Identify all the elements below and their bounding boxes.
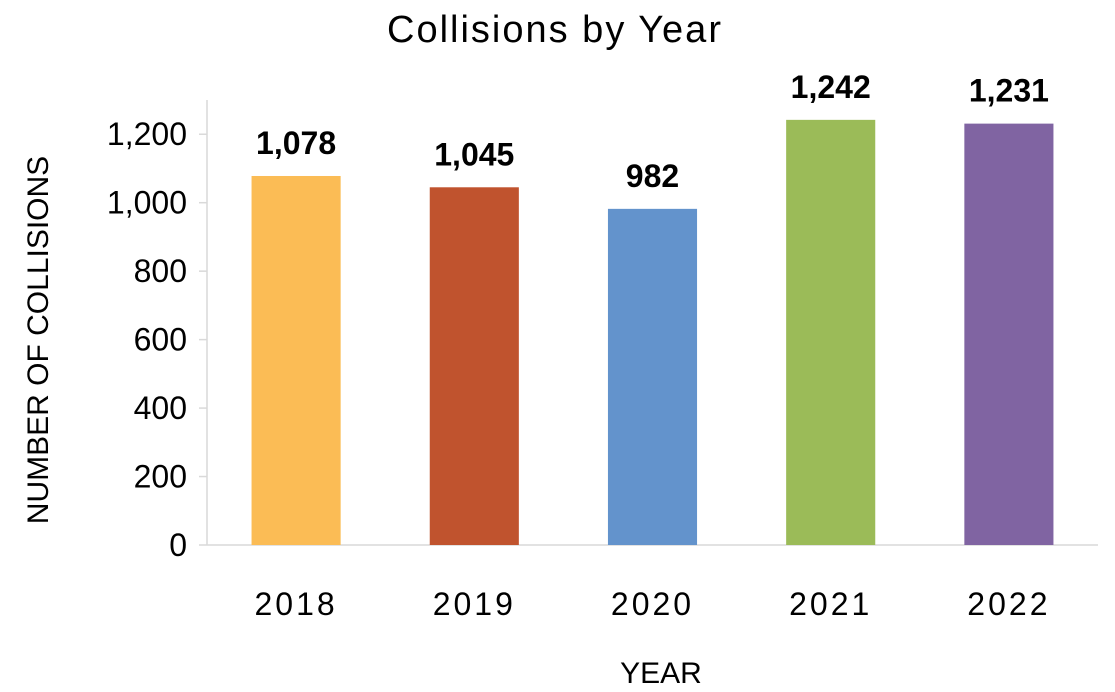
- x-tick-label-2018: 2018: [255, 586, 338, 622]
- data-label-2020: 982: [626, 158, 679, 194]
- bar-2019: [429, 187, 519, 546]
- y-tick-label: 1,200: [107, 116, 187, 152]
- data-label-2022: 1,231: [969, 73, 1049, 109]
- bar-2020: [607, 208, 698, 545]
- y-tick-label: 200: [134, 459, 187, 495]
- y-tick-label: 1,000: [107, 185, 187, 221]
- y-tick-label: 400: [134, 390, 187, 426]
- x-tick-label-2022: 2022: [967, 586, 1050, 622]
- y-tick-label: 800: [134, 253, 187, 289]
- bar-2021: [786, 119, 876, 545]
- y-axis-title: NUMBER OF COLLISIONS: [22, 156, 55, 524]
- y-tick-label: 0: [169, 527, 187, 563]
- bar-2022: [964, 123, 1054, 545]
- x-axis-title: YEAR: [620, 657, 702, 690]
- x-tick-label-2021: 2021: [789, 586, 872, 622]
- y-tick-label: 600: [134, 322, 187, 358]
- plot-area: 0 200 400 600 800 1,000 1,200 1,078 2018 1,045 201…: [107, 69, 1098, 622]
- data-label-2019: 1,045: [434, 136, 514, 172]
- x-tick-label-2019: 2019: [433, 586, 516, 622]
- x-tick-label-2020: 2020: [611, 586, 694, 622]
- chart-title: Collisions by Year: [387, 9, 723, 51]
- bar-2018: [251, 175, 341, 545]
- data-label-2021: 1,242: [791, 69, 871, 105]
- data-label-2018: 1,078: [256, 125, 336, 161]
